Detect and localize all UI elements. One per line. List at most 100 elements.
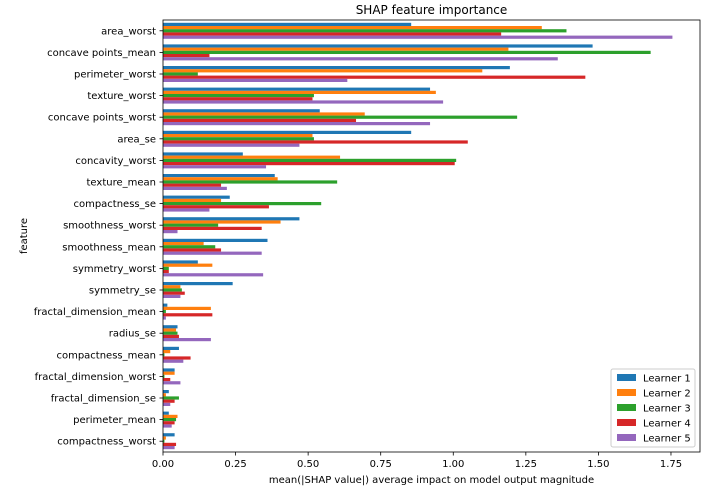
y-tick-label: perimeter_worst: [74, 70, 156, 81]
y-tick-label: texture_worst: [87, 91, 156, 102]
y-tick-label: smoothness_worst: [63, 221, 156, 232]
legend-frame: [610, 368, 696, 448]
x-tick-label: 1.00: [442, 459, 464, 470]
legend-label: Learner 3: [643, 404, 691, 415]
bars-group: [163, 22, 673, 450]
x-tick-label: 1.25: [515, 459, 537, 470]
bar-compactness_se-learner-5: [163, 208, 210, 212]
bar-fractal_dimension_se-learner-3: [163, 396, 179, 400]
bar-concave-points_mean-learner-2: [163, 47, 509, 51]
legend-label: Learner 2: [643, 389, 691, 400]
legend-label: Learner 1: [643, 374, 691, 385]
bar-smoothness_mean-learner-5: [163, 251, 262, 255]
bar-fractal_dimension_worst-learner-2: [163, 371, 175, 375]
x-tick-label: 1.75: [660, 459, 682, 470]
bar-symmetry_se-learner-3: [163, 288, 182, 292]
legend-swatch: [617, 389, 636, 396]
bar-symmetry_worst-learner-1: [163, 260, 198, 264]
legend-swatch: [617, 404, 636, 411]
y-tick-label: symmetry_worst: [73, 264, 156, 275]
bar-area_se-learner-5: [163, 143, 300, 147]
x-tick-group: 0.00 0.25 0.50 0.75 1.00 1.25 1.50 1.75: [152, 452, 682, 470]
bar-compactness_worst-learner-3: [163, 439, 165, 443]
legend-swatch: [617, 374, 636, 381]
y-tick-label: texture_mean: [87, 178, 156, 189]
bar-texture_worst-learner-4: [163, 97, 313, 101]
bar-fractal_dimension_worst-learner-5: [163, 381, 181, 385]
bar-compactness_mean-learner-3: [163, 353, 165, 357]
y-tick-label: perimeter_mean: [73, 415, 156, 426]
bar-texture_mean-learner-3: [163, 180, 338, 184]
bar-fractal_dimension_mean-learner-3: [163, 310, 166, 314]
bar-fractal_dimension_worst-learner-1: [163, 368, 175, 372]
y-tick-label: compactness_se: [73, 199, 156, 210]
y-tick-label: symmetry_se: [89, 286, 156, 297]
x-tick-label: 0.25: [224, 459, 246, 470]
bar-smoothness_mean-learner-2: [163, 242, 204, 246]
y-tick-label: concavity_worst: [75, 156, 156, 167]
bar-concavity_worst-learner-1: [163, 152, 243, 156]
bar-concave-points_worst-learner-1: [163, 109, 320, 113]
bar-compactness_mean-learner-5: [163, 359, 184, 363]
y-tick-label: concave points_mean: [47, 48, 156, 59]
bar-concave-points_worst-learner-2: [163, 112, 365, 116]
y-tick-label: area_worst: [101, 26, 156, 37]
bar-compactness_worst-learner-4: [163, 442, 177, 446]
y-tick-label: fractal_dimension_se: [51, 394, 156, 405]
bar-fractal_dimension_mean-learner-5: [163, 316, 166, 320]
bar-area_worst-learner-5: [163, 35, 673, 39]
x-tick-label: 0.50: [297, 459, 319, 470]
bar-perimeter_mean-learner-2: [163, 414, 178, 418]
bar-texture_mean-learner-5: [163, 186, 227, 190]
bar-concavity_worst-learner-2: [163, 155, 341, 159]
bar-symmetry_se-learner-2: [163, 285, 181, 289]
legend: Learner 1 Learner 2 Learner 3 Learner 4 Lear…: [610, 368, 696, 448]
bar-compactness_worst-learner-1: [163, 433, 175, 437]
bar-concave-points_mean-learner-4: [163, 54, 210, 58]
bar-texture_mean-learner-1: [163, 174, 275, 178]
bar-texture_worst-learner-1: [163, 87, 431, 91]
bar-concavity_worst-learner-3: [163, 158, 457, 162]
bar-smoothness_worst-learner-1: [163, 217, 300, 221]
plot-frame: [162, 19, 701, 453]
bar-smoothness_worst-learner-2: [163, 220, 281, 224]
legend-label: Learner 4: [643, 419, 691, 430]
bar-concave-points_worst-learner-5: [163, 122, 431, 126]
bar-radius_se-learner-2: [163, 328, 177, 332]
bar-compactness_mean-learner-2: [163, 350, 171, 354]
bar-area_worst-learner-2: [163, 26, 542, 30]
bar-symmetry_worst-learner-2: [163, 263, 213, 267]
bar-perimeter_mean-learner-4: [163, 421, 175, 425]
bar-compactness_se-learner-2: [163, 198, 222, 202]
legend-swatch: [617, 419, 636, 426]
bar-concave-points_mean-learner-1: [163, 44, 593, 48]
bar-compactness_se-learner-1: [163, 195, 230, 199]
bar-perimeter_mean-learner-5: [163, 424, 172, 428]
x-tick-label: 1.50: [587, 459, 609, 470]
bar-area_se-learner-1: [163, 130, 412, 134]
bar-symmetry_worst-learner-4: [163, 270, 169, 274]
bar-smoothness_mean-learner-4: [163, 248, 222, 252]
bar-texture_worst-learner-2: [163, 90, 436, 94]
bar-fractal_dimension_se-learner-4: [163, 399, 175, 403]
bar-area_worst-learner-3: [163, 29, 567, 33]
bar-area_se-learner-2: [163, 134, 313, 138]
bar-area_worst-learner-1: [163, 22, 412, 26]
bar-symmetry_worst-learner-3: [163, 266, 169, 270]
bar-smoothness_worst-learner-4: [163, 226, 262, 230]
x-tick-label: 0.00: [152, 459, 174, 470]
bar-perimeter_mean-learner-3: [163, 418, 177, 422]
bar-compactness_se-learner-4: [163, 205, 269, 209]
bar-perimeter_worst-learner-5: [163, 78, 348, 82]
bar-fractal_dimension_mean-learner-2: [163, 306, 211, 310]
bar-fractal_dimension_mean-learner-1: [163, 303, 168, 307]
bar-texture_worst-learner-5: [163, 100, 444, 104]
bar-radius_se-learner-3: [163, 331, 178, 335]
bar-compactness_worst-learner-2: [163, 436, 166, 440]
bar-concavity_worst-learner-4: [163, 162, 455, 166]
bar-compactness_se-learner-3: [163, 202, 322, 206]
bar-smoothness_mean-learner-1: [163, 238, 268, 242]
bar-concave-points_mean-learner-3: [163, 50, 651, 54]
y-tick-label: radius_se: [109, 329, 156, 340]
